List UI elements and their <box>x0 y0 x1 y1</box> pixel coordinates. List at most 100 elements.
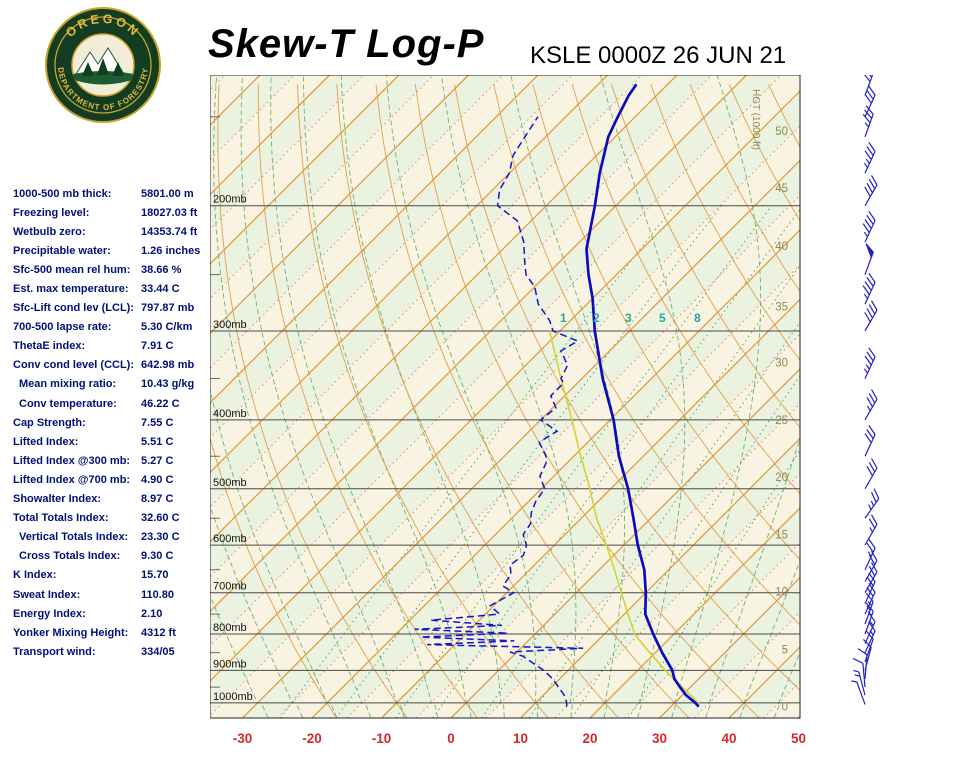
mixing-ratio-label: 2 <box>593 311 600 325</box>
height-axis-title: HGT (1000 ft) <box>750 89 761 150</box>
index-label: Sfc-500 mean rel hum: <box>13 263 131 276</box>
pressure-label: 1000mb <box>213 691 253 703</box>
index-label: Conv cond level (CCL): <box>13 359 135 372</box>
index-row: Showalter Index: 8.97 C <box>13 490 209 509</box>
skew-t-chart-container: 200mb 300mb 400mb 500mb 600mb 700mb 800mb 900mb… <box>209 64 950 768</box>
temp-axis-label: 40 <box>721 731 736 746</box>
index-row: Conv temperature: 46.22 C <box>13 394 209 413</box>
index-value: 5.51 C <box>141 435 174 448</box>
index-label: Cross Totals Index: <box>19 550 121 563</box>
index-row: Cross Totals Index: 9.30 C <box>13 547 209 566</box>
height-label: 35 <box>775 301 788 313</box>
height-label: 45 <box>775 183 788 195</box>
mixing-ratio-label: 5 <box>659 311 666 325</box>
index-label: K Index: <box>13 569 57 582</box>
temp-axis-label: 10 <box>513 731 528 746</box>
index-value: 797.87 mb <box>141 302 195 315</box>
pressure-label: 700mb <box>213 581 247 593</box>
index-value: 334/05 <box>141 645 175 658</box>
odf-logo-svg: OREGON DEPARTMENT OF FORESTRY <box>45 7 161 123</box>
parcel-curve <box>548 330 700 704</box>
index-label: Lifted Index @700 mb: <box>13 473 131 486</box>
index-row: Total Totals Index: 32.60 C <box>13 509 209 528</box>
temp-axis-label: -10 <box>372 731 392 746</box>
height-label: 10 <box>775 586 788 598</box>
index-value: 46.22 C <box>141 397 180 410</box>
height-label: 20 <box>775 472 788 484</box>
pressure-label: 400mb <box>213 408 247 420</box>
index-row: ThetaE index: 7.91 C <box>13 337 209 356</box>
index-label: Sfc-Lift cond lev (LCL): <box>13 302 134 315</box>
pressure-label: 500mb <box>213 477 247 489</box>
index-row: Freezing level: 18027.03 ft <box>13 203 209 222</box>
index-value: 8.97 C <box>141 493 174 506</box>
index-row: Conv cond level (CCL): 642.98 mb <box>13 356 209 375</box>
index-row: Energy Index: 2.10 <box>13 604 209 623</box>
pressure-label: 900mb <box>213 658 247 670</box>
index-row: Lifted Index: 5.51 C <box>13 432 209 451</box>
mixing-ratio-label: 3 <box>625 311 632 325</box>
station-datetime: KSLE 0000Z 26 JUN 21 <box>530 42 787 69</box>
index-row: Yonker Mixing Height: 4312 ft <box>13 623 209 642</box>
mixing-ratio-label: 1 <box>560 311 567 325</box>
index-row: Est. max temperature: 33.44 C <box>13 279 209 298</box>
height-label: 5 <box>782 644 788 656</box>
index-label: Yonker Mixing Height: <box>13 626 129 639</box>
index-value: 9.30 C <box>141 550 174 563</box>
index-row: Mean mixing ratio: 10.43 g/kg <box>13 375 209 394</box>
index-label: Energy Index: <box>13 607 86 620</box>
index-value: 110.80 <box>141 588 175 601</box>
temp-axis-label: 0 <box>447 731 455 746</box>
index-value: 15.70 <box>141 569 169 582</box>
index-row: Sfc-Lift cond lev (LCL): 797.87 mb <box>13 299 209 318</box>
temp-axis-label: -20 <box>302 731 322 746</box>
index-value: 10.43 g/kg <box>141 378 195 391</box>
index-row: K Index: 15.70 <box>13 566 209 585</box>
index-label: 1000-500 mb thick: <box>13 187 112 200</box>
mixing-ratio-label: 8 <box>694 311 701 325</box>
height-label: 15 <box>775 530 788 542</box>
index-row: 1000-500 mb thick: 5801.00 m <box>13 184 209 203</box>
index-row: Lifted Index @300 mb: 5.27 C <box>13 451 209 470</box>
index-value: 33.44 C <box>141 283 180 296</box>
temp-axis-label: 50 <box>791 731 806 746</box>
logo-tree-icon <box>97 58 109 75</box>
index-value: 7.55 C <box>141 416 174 429</box>
index-value: 642.98 mb <box>141 359 195 372</box>
index-label: Total Totals Index: <box>13 512 109 525</box>
chart-frame <box>209 74 801 719</box>
pressure-label: 600mb <box>213 533 247 545</box>
height-label: 30 <box>775 357 788 369</box>
index-value: 1.26 inches <box>141 244 201 257</box>
index-row: Precipitable water: 1.26 inches <box>13 241 209 260</box>
index-value: 38.66 % <box>141 263 182 276</box>
index-label: Lifted Index: <box>13 435 79 448</box>
pressure-label: 800mb <box>213 622 247 634</box>
index-value: 14353.74 ft <box>141 225 198 238</box>
index-label: Showalter Index: <box>13 493 102 506</box>
logo-tree-icon <box>82 62 94 76</box>
index-label: Freezing level: <box>13 206 90 219</box>
index-row: Sweat Index: 110.80 <box>13 585 209 604</box>
index-label: Conv temperature: <box>19 397 117 410</box>
index-value: 5801.00 m <box>141 187 194 200</box>
index-label: 700-500 lapse rate: <box>13 321 112 334</box>
temp-axis-label: 30 <box>652 731 667 746</box>
index-value: 23.30 C <box>141 531 180 544</box>
wind-barb-column <box>851 64 880 705</box>
index-row: Vertical Totals Index: 23.30 C <box>13 528 209 547</box>
plot-area <box>210 75 800 718</box>
pressure-label: 200mb <box>213 194 247 206</box>
index-label: Est. max temperature: <box>13 283 129 296</box>
height-label: 40 <box>775 241 788 253</box>
index-value: 4312 ft <box>141 626 176 639</box>
index-label: Cap Strength: <box>13 416 86 429</box>
index-row: Wetbulb zero: 14353.74 ft <box>13 222 209 241</box>
temp-axis-label: 20 <box>582 731 597 746</box>
index-value: 18027.03 ft <box>141 206 198 219</box>
index-label: Wetbulb zero: <box>13 225 86 238</box>
index-label: ThetaE index: <box>13 340 86 353</box>
temp-axis-label: -30 <box>233 731 253 746</box>
height-label: 25 <box>775 415 788 427</box>
logo-tree-icon <box>112 62 124 76</box>
